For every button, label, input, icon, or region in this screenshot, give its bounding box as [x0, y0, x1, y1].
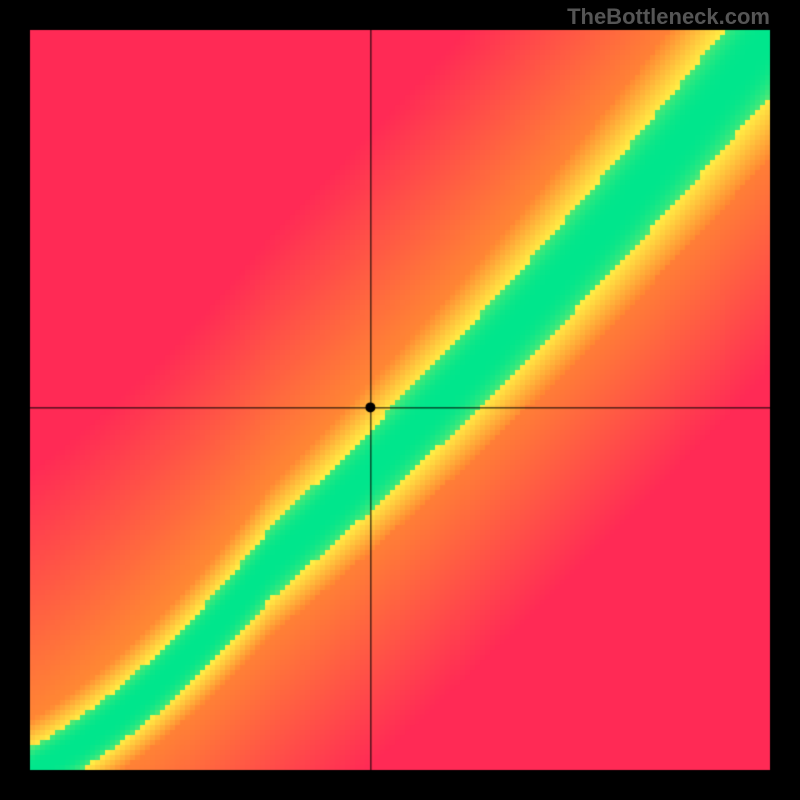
bottleneck-heatmap	[0, 0, 800, 800]
chart-container: TheBottleneck.com	[0, 0, 800, 800]
watermark-text: TheBottleneck.com	[567, 4, 770, 30]
